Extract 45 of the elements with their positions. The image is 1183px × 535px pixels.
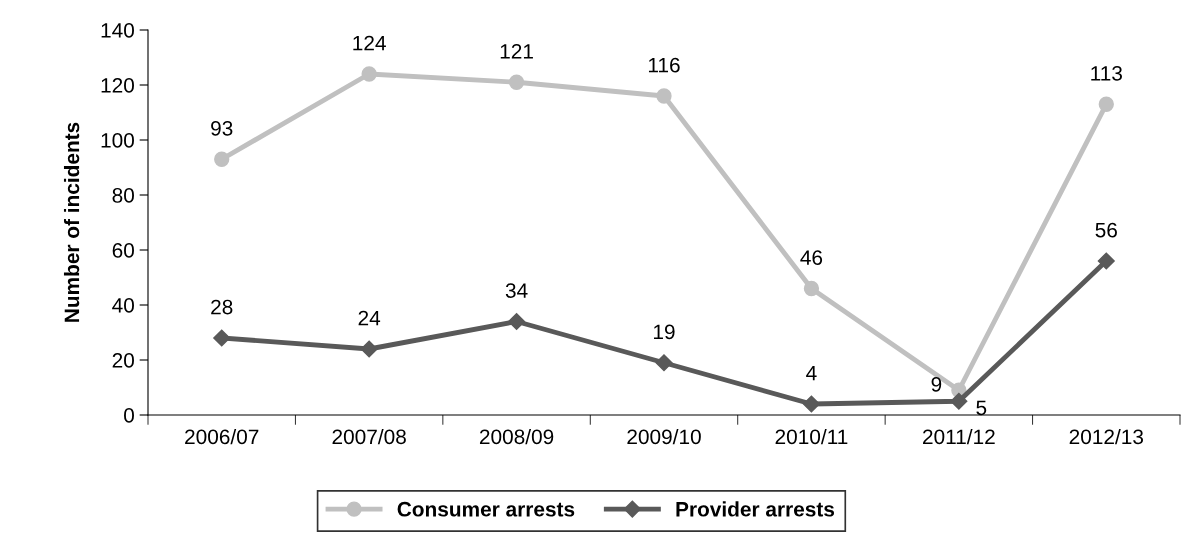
x-tick-label: 2012/13 [1069,428,1144,445]
data-label: 9 [931,376,942,392]
x-tick-label: 2011/12 [923,428,995,445]
x-tick-label: 2008/09 [479,428,554,445]
y-tick-label: 100 [101,133,134,148]
point [1098,96,1114,112]
y-tick-label: 80 [112,188,134,203]
point [1097,252,1115,270]
data-label: 19 [654,324,675,340]
data-label: 116 [648,57,680,73]
legend-label: Consumer arrests [397,501,575,517]
data-label: 56 [1095,222,1117,238]
data-label: 121 [500,43,533,59]
x-tick-label: 2007/08 [332,428,406,445]
data-label: 5 [976,400,987,416]
data-label: 4 [806,365,817,381]
point [950,392,968,410]
point [655,354,673,372]
point [803,280,820,297]
y-tick-label: 20 [112,353,134,368]
y-tick-label: 0 [124,408,134,423]
legend-label: Provider arrests [676,501,835,517]
y-axis-title: Number of incidents [63,122,80,322]
y-tick-label: 40 [112,298,134,313]
point [802,395,820,413]
data-label: 34 [505,283,528,298]
data-label: 24 [358,310,381,326]
x-tick-label: 2006/07 [185,428,259,445]
point [508,312,526,331]
point [508,74,525,90]
y-tick-label: 120 [101,78,134,93]
point [214,151,230,167]
data-label: 124 [353,35,386,51]
x-tick-label: 2010/11 [775,428,848,445]
point [361,66,377,82]
y-tick-label: 140 [101,23,134,38]
data-label: 93 [211,120,233,136]
data-label: 46 [800,250,823,265]
y-tick-label: 60 [112,243,134,258]
data-label: 113 [1091,65,1122,81]
point [360,340,378,358]
point [656,88,672,104]
point [213,329,231,347]
x-tick-label: 2009/10 [627,428,701,445]
data-label: 28 [211,299,233,315]
